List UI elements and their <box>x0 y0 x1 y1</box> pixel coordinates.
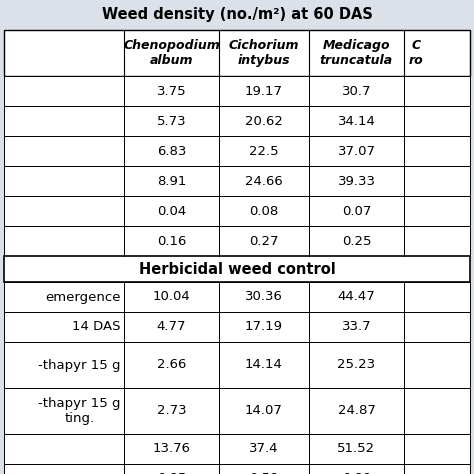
Text: 0.89: 0.89 <box>342 473 371 474</box>
Text: 14 DAS: 14 DAS <box>73 320 121 334</box>
Text: Cichorium
intybus: Cichorium intybus <box>229 39 299 67</box>
Text: 14.14: 14.14 <box>245 358 283 372</box>
Bar <box>4 76 470 106</box>
Text: 14.07: 14.07 <box>245 404 283 418</box>
Text: 37.07: 37.07 <box>337 145 375 157</box>
Bar <box>4 196 470 226</box>
Text: 6.83: 6.83 <box>157 145 186 157</box>
Text: 0.08: 0.08 <box>249 204 279 218</box>
Bar <box>4 342 470 388</box>
Text: 44.47: 44.47 <box>337 291 375 303</box>
Text: 24.66: 24.66 <box>245 174 283 188</box>
Bar <box>4 312 470 342</box>
Text: 10.04: 10.04 <box>153 291 191 303</box>
Bar <box>4 282 470 312</box>
Text: 13.76: 13.76 <box>153 443 191 456</box>
Text: Chenopodium
album: Chenopodium album <box>123 39 220 67</box>
Text: 0.27: 0.27 <box>249 235 279 247</box>
Text: 51.52: 51.52 <box>337 443 375 456</box>
Text: 20.62: 20.62 <box>245 115 283 128</box>
Bar <box>4 464 470 474</box>
Text: 3.75: 3.75 <box>157 84 186 98</box>
Text: Medicago
truncatula: Medicago truncatula <box>320 39 393 67</box>
Text: C
ro: C ro <box>409 39 423 67</box>
Bar <box>4 226 470 256</box>
Bar <box>4 434 470 464</box>
Bar <box>4 388 470 434</box>
Text: 17.19: 17.19 <box>245 320 283 334</box>
Text: 0.58: 0.58 <box>249 473 279 474</box>
Bar <box>4 256 470 282</box>
Text: 4.77: 4.77 <box>157 320 186 334</box>
Bar <box>4 106 470 136</box>
Bar <box>4 166 470 196</box>
Text: 0.07: 0.07 <box>342 204 371 218</box>
Text: 2.73: 2.73 <box>157 404 186 418</box>
Text: Weed density (no./m²) at 60 DAS: Weed density (no./m²) at 60 DAS <box>101 7 373 21</box>
Text: 30.7: 30.7 <box>342 84 371 98</box>
Text: 0.25: 0.25 <box>342 235 371 247</box>
Text: 19.17: 19.17 <box>245 84 283 98</box>
Text: 24.87: 24.87 <box>337 404 375 418</box>
Bar <box>4 30 470 76</box>
Text: 2.66: 2.66 <box>157 358 186 372</box>
Text: 0.16: 0.16 <box>157 235 186 247</box>
Text: emergence: emergence <box>46 291 121 303</box>
Text: -thapyr 15 g: -thapyr 15 g <box>38 358 121 372</box>
Text: 0.04: 0.04 <box>157 204 186 218</box>
Text: 34.14: 34.14 <box>337 115 375 128</box>
Text: 25.23: 25.23 <box>337 358 375 372</box>
Text: -thapyr 15 g
ting.: -thapyr 15 g ting. <box>38 397 121 425</box>
Text: 39.33: 39.33 <box>337 174 375 188</box>
Text: 22.5: 22.5 <box>249 145 279 157</box>
Bar <box>4 136 470 166</box>
Text: 30.36: 30.36 <box>245 291 283 303</box>
Text: 0.85: 0.85 <box>157 473 186 474</box>
Text: 33.7: 33.7 <box>342 320 371 334</box>
Text: 8.91: 8.91 <box>157 174 186 188</box>
Text: 37.4: 37.4 <box>249 443 279 456</box>
Text: Herbicidal weed control: Herbicidal weed control <box>138 262 336 276</box>
Text: 5.73: 5.73 <box>157 115 186 128</box>
